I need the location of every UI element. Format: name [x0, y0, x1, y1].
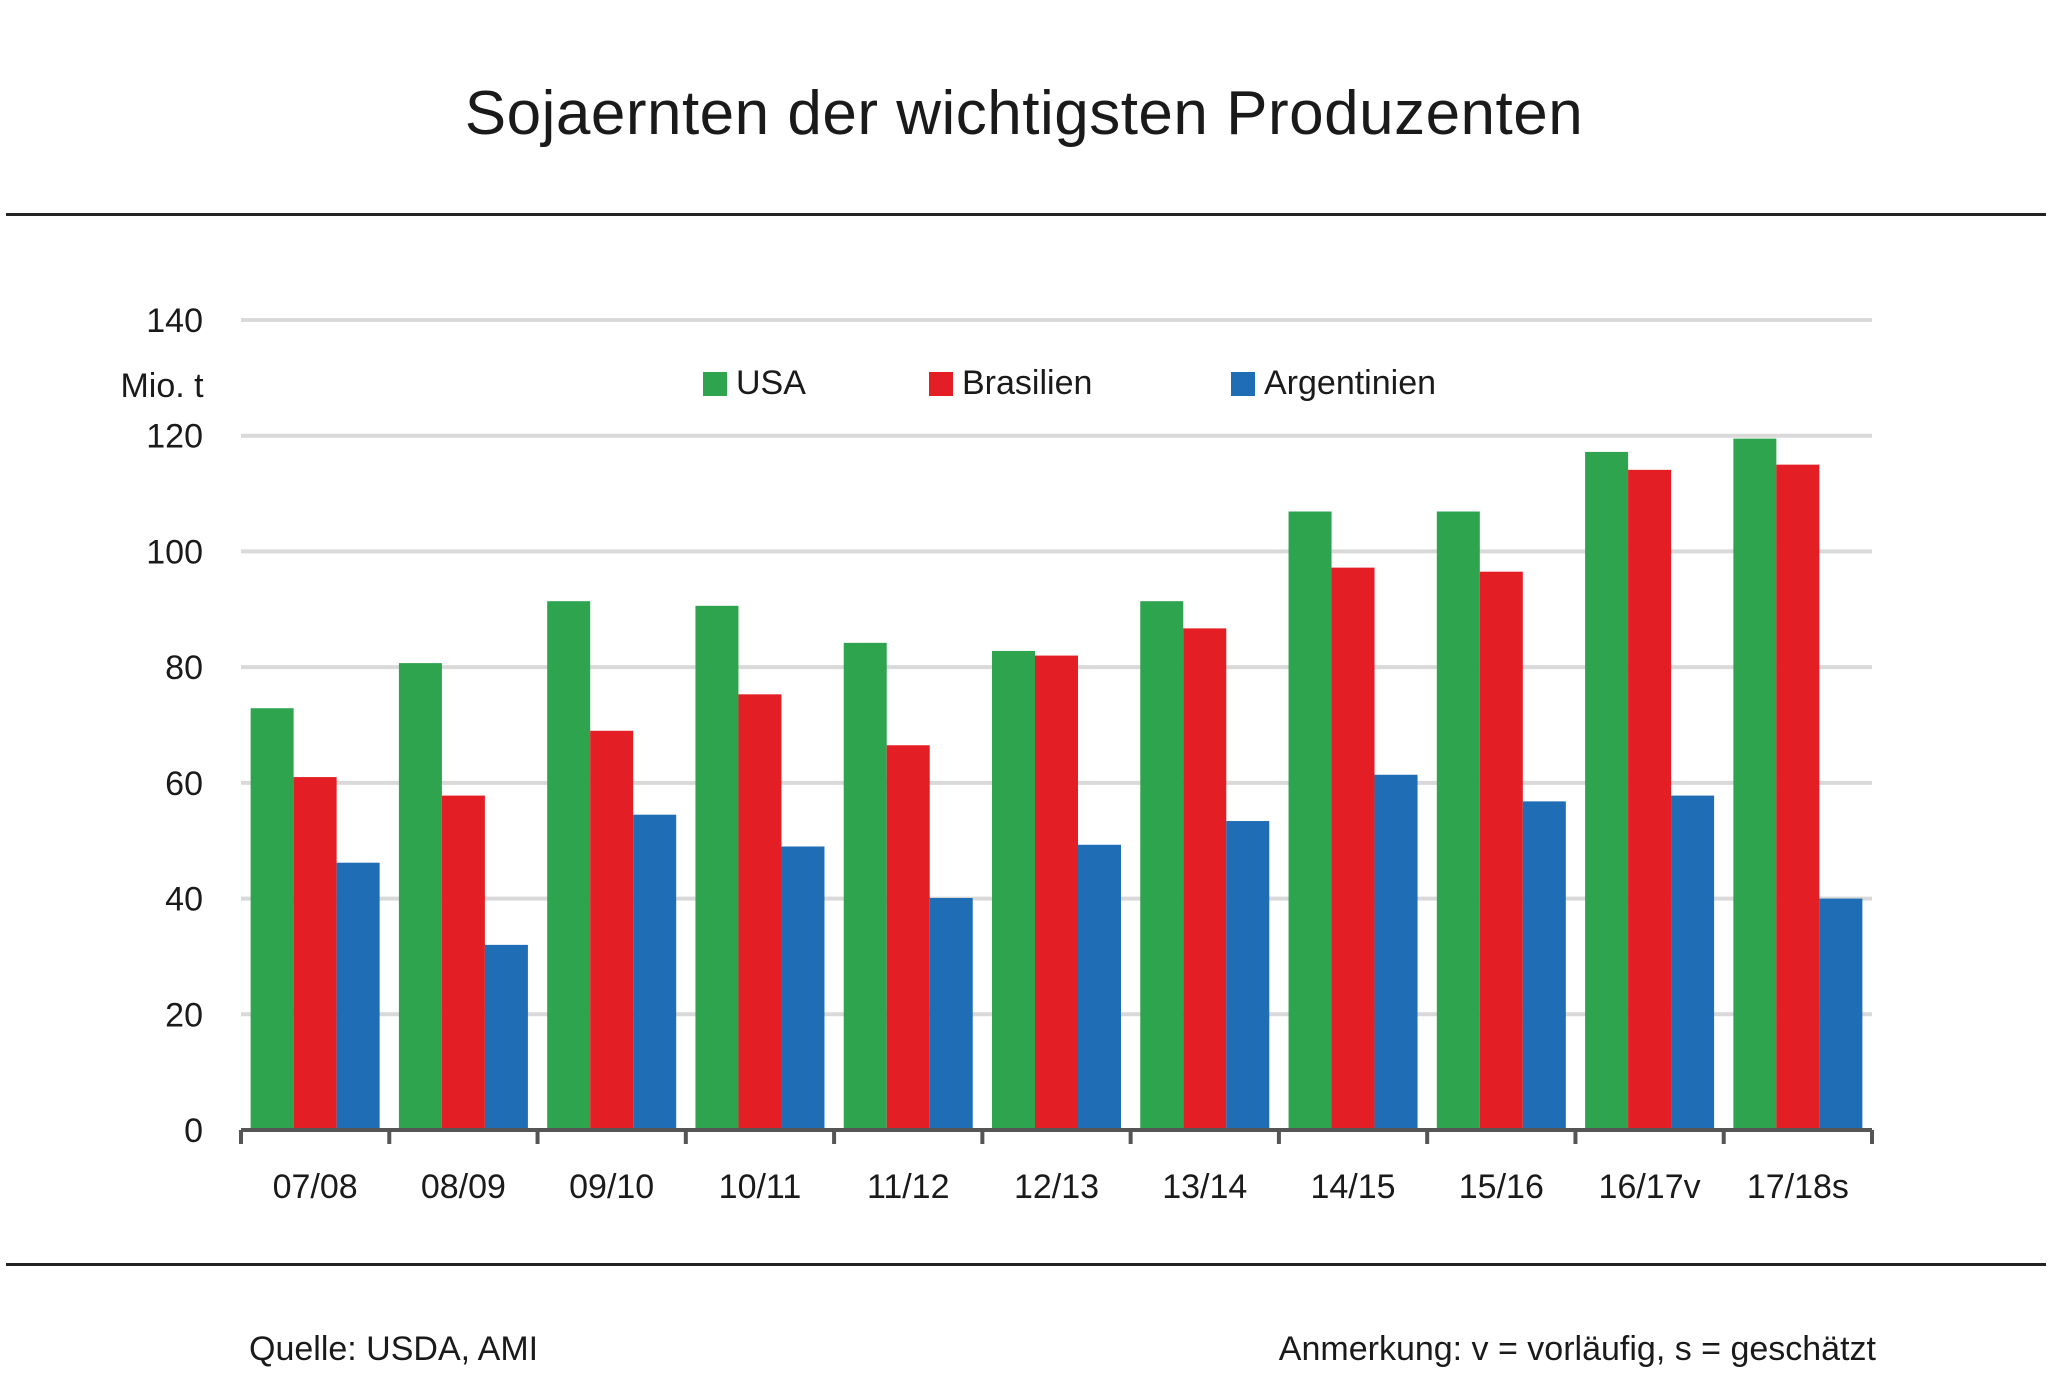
bar-usa-15-16 — [1436, 511, 1480, 1130]
bar-brasilien-16-17v — [1628, 469, 1672, 1131]
legend-swatch-usa — [703, 372, 727, 396]
bar-brasilien-14-15 — [1331, 567, 1375, 1130]
legend-swatch-argentinien — [1231, 372, 1255, 396]
bar-usa-11-12 — [843, 642, 887, 1130]
legend-label-argentinien: Argentinien — [1264, 364, 1436, 402]
bar-brasilien-15-16 — [1479, 571, 1523, 1130]
bar-argentinien-12-13 — [1078, 844, 1121, 1130]
bars — [250, 438, 1863, 1131]
bar-usa-12-13 — [992, 650, 1035, 1130]
bar-usa-17-18s — [1733, 438, 1777, 1130]
y-tick-labels: 0 20 40 60 80 100 120 140 — [146, 302, 203, 1150]
bar-argentinien-07-08 — [336, 862, 380, 1130]
y-tick-label: 60 — [165, 765, 203, 803]
top-divider — [6, 213, 2046, 216]
remark-note: Anmerkung: v = vorläufig, s = geschätzt — [1278, 1330, 1876, 1368]
bar-usa-09-10 — [547, 601, 591, 1130]
bar-argentinien-13-14 — [1226, 821, 1270, 1130]
bar-brasilien-12-13 — [1035, 655, 1078, 1130]
bar-usa-10-11 — [695, 605, 739, 1130]
y-tick-label: 120 — [146, 418, 203, 456]
bar-brasilien-08-09 — [441, 795, 485, 1130]
bar-argentinien-10-11 — [781, 846, 825, 1130]
x-tick-label: 12/13 — [1014, 1168, 1099, 1206]
bar-argentinien-16-17v — [1671, 795, 1715, 1130]
chart-title: Sojaernten der wichtigsten Produzenten — [464, 79, 1584, 148]
x-tick-label: 09/10 — [569, 1168, 654, 1206]
x-tick-label: 08/09 — [421, 1168, 506, 1206]
legend-label-brasilien: Brasilien — [962, 364, 1092, 402]
x-axis — [239, 1128, 1874, 1144]
y-tick-label: 0 — [184, 1112, 203, 1150]
y-tick-label: 40 — [165, 881, 203, 919]
x-tick-label: 13/14 — [1162, 1168, 1247, 1206]
y-tick-label: 100 — [146, 533, 203, 571]
x-tick-label: 10/11 — [719, 1168, 802, 1206]
legend-label-usa: USA — [736, 364, 806, 402]
bar-brasilien-13-14 — [1183, 628, 1227, 1130]
legend-swatch-brasilien — [929, 372, 953, 396]
source-note: Quelle: USDA, AMI — [249, 1330, 539, 1368]
x-tick-labels: 07/08 08/09 09/10 10/11 11/12 12/13 13/14 14/15… — [273, 1168, 1849, 1206]
y-axis-label: Mio. t — [120, 367, 204, 405]
x-tick-label: 15/16 — [1459, 1168, 1544, 1206]
bar-argentinien-09-10 — [633, 814, 677, 1130]
bar-usa-08-09 — [398, 663, 442, 1130]
bar-brasilien-10-11 — [738, 694, 782, 1130]
bar-brasilien-11-12 — [886, 745, 930, 1130]
bottom-divider — [6, 1263, 2046, 1266]
bar-argentinien-08-09 — [484, 944, 528, 1130]
bar-usa-07-08 — [250, 708, 294, 1130]
legend: USA Brasilien Argentinien — [703, 364, 1436, 402]
y-tick-label: 20 — [165, 996, 203, 1034]
x-tick-label: 11/12 — [867, 1168, 950, 1206]
bar-usa-14-15 — [1288, 511, 1332, 1130]
bar-usa-16-17v — [1585, 451, 1629, 1130]
bar-brasilien-09-10 — [590, 730, 634, 1130]
bar-usa-13-14 — [1140, 601, 1184, 1130]
x-tick-label: 07/08 — [273, 1168, 358, 1206]
bar-argentinien-17-18s — [1819, 898, 1863, 1130]
bar-brasilien-17-18s — [1776, 464, 1820, 1131]
x-tick-label: 14/15 — [1310, 1168, 1395, 1206]
bar-brasilien-07-08 — [293, 777, 337, 1130]
x-tick-label: 16/17v — [1599, 1168, 1701, 1206]
bar-argentinien-11-12 — [929, 897, 973, 1130]
bar-argentinien-15-16 — [1522, 801, 1566, 1130]
bar-argentinien-14-15 — [1374, 774, 1418, 1130]
y-tick-label: 80 — [165, 649, 203, 687]
x-tick-label: 17/18s — [1747, 1168, 1849, 1206]
y-tick-label: 140 — [146, 302, 203, 340]
